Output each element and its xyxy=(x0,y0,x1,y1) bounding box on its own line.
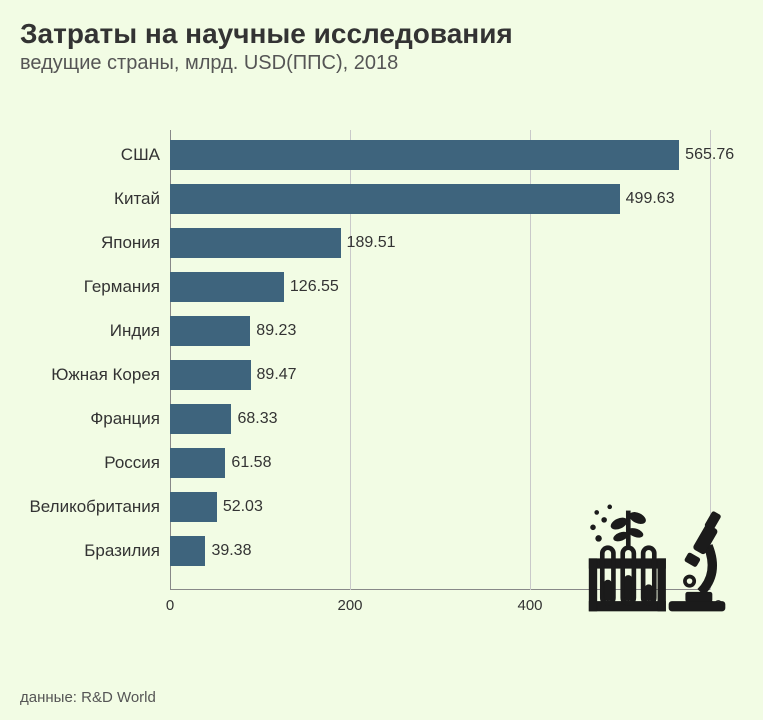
bar-value-label: 52.03 xyxy=(217,492,263,522)
chart-subtitle: ведущие страны, млрд. USD(ППС), 2018 xyxy=(20,52,743,75)
bar-category-label: Германия xyxy=(0,272,170,302)
x-tick-label: 200 xyxy=(337,597,362,614)
bar-value-label: 565.76 xyxy=(679,140,734,170)
bar xyxy=(170,492,217,522)
chart-title: Затраты на научные исследования xyxy=(20,18,743,50)
bar-row: Германия126.55 xyxy=(170,272,710,302)
bar xyxy=(170,360,251,390)
bar-category-label: Южная Корея xyxy=(0,360,170,390)
bar-category-label: Бразилия xyxy=(0,536,170,566)
bar-category-label: Великобритания xyxy=(0,492,170,522)
bar-value-label: 89.47 xyxy=(251,360,297,390)
bar-category-label: Франция xyxy=(0,404,170,434)
bar-value-label: 39.38 xyxy=(205,536,251,566)
bar xyxy=(170,404,231,434)
bar-category-label: США xyxy=(0,140,170,170)
bar-value-label: 189.51 xyxy=(341,228,396,258)
bar-category-label: Китай xyxy=(0,184,170,214)
bar-value-label: 68.33 xyxy=(231,404,277,434)
bar-value-label: 499.63 xyxy=(620,184,675,214)
bar-row: Россия61.58 xyxy=(170,448,710,478)
x-tick-label: 0 xyxy=(166,597,174,614)
chart-header: Затраты на научные исследования ведущие … xyxy=(0,0,763,79)
bar-row: Индия89.23 xyxy=(170,316,710,346)
bar-value-label: 89.23 xyxy=(250,316,296,346)
bar-row: Франция68.33 xyxy=(170,404,710,434)
bar xyxy=(170,184,620,214)
bar-value-label: 126.55 xyxy=(284,272,339,302)
bar-row: Япония189.51 xyxy=(170,228,710,258)
bar xyxy=(170,140,679,170)
bar xyxy=(170,272,284,302)
science-lab-icon xyxy=(583,492,733,622)
bar xyxy=(170,228,341,258)
bar-category-label: Индия xyxy=(0,316,170,346)
bar-value-label: 61.58 xyxy=(225,448,271,478)
bar xyxy=(170,316,250,346)
bar-row: Южная Корея89.47 xyxy=(170,360,710,390)
bar-row: США565.76 xyxy=(170,140,710,170)
chart-source: данные: R&D World xyxy=(20,689,156,706)
bar-category-label: Россия xyxy=(0,448,170,478)
x-tick-label: 400 xyxy=(517,597,542,614)
bar-category-label: Япония xyxy=(0,228,170,258)
bar-row: Китай499.63 xyxy=(170,184,710,214)
bar xyxy=(170,536,205,566)
bar xyxy=(170,448,225,478)
